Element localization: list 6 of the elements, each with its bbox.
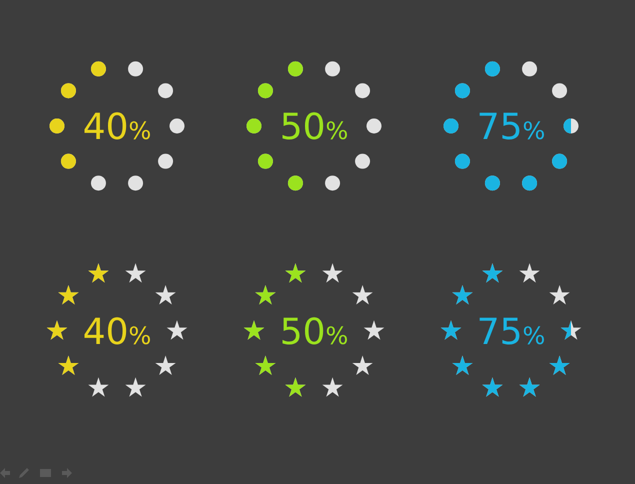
data-label: 50% <box>280 107 348 148</box>
data-label: 75% <box>476 312 546 353</box>
data-label: 40% <box>82 107 152 148</box>
data-label: 40% <box>82 312 152 353</box>
data-label: 50% <box>280 312 348 353</box>
data-label: 75% <box>476 107 546 148</box>
